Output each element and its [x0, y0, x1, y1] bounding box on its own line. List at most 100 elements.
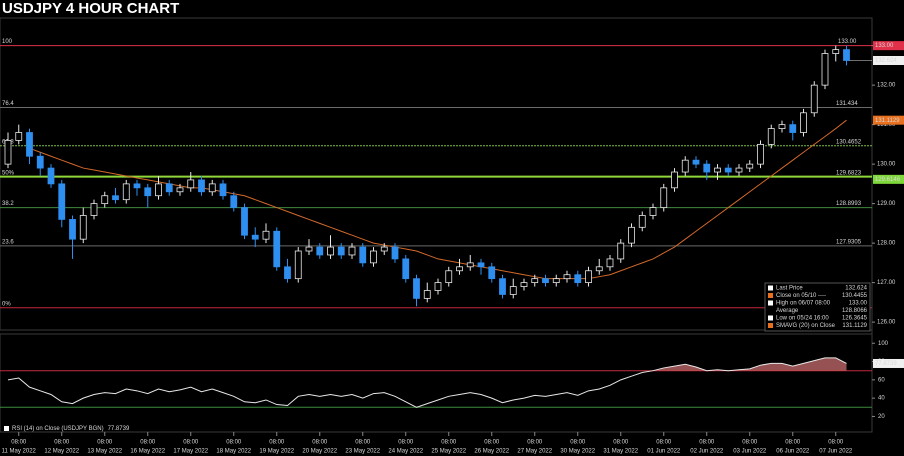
candle-body	[327, 246, 334, 256]
legend-label: Last Price	[776, 286, 803, 292]
level-name: 50%	[2, 170, 15, 176]
rsi-legend-swatch	[4, 426, 9, 431]
legend-swatch	[768, 300, 773, 306]
legend-label: Low on 05/24 16:00	[776, 316, 829, 322]
x-tick-time: 08:00	[570, 440, 586, 446]
candle-body	[69, 219, 76, 240]
candle-body	[26, 132, 33, 157]
candle-body	[251, 234, 259, 240]
candle-body	[832, 49, 840, 54]
candle-body	[187, 179, 195, 189]
legend-value: 131.1129	[842, 323, 867, 329]
candle-body	[520, 282, 528, 287]
x-tick-date: 30 May 2022	[560, 449, 595, 455]
candle-body	[628, 226, 635, 244]
x-tick-time: 08:00	[11, 440, 27, 446]
candle-body	[800, 112, 807, 133]
candle-body	[477, 262, 485, 268]
price-tag-label: 129.6146	[875, 177, 901, 183]
x-tick-date: 27 May 2022	[517, 449, 552, 455]
candle-body	[595, 266, 603, 272]
candle-body	[359, 246, 367, 264]
price-tag	[873, 115, 904, 125]
x-tick-date: 07 Jun 2022	[819, 449, 853, 455]
candle-body	[552, 278, 560, 284]
candle-body	[714, 167, 721, 173]
candle-body	[724, 167, 732, 173]
candle-body	[499, 278, 506, 295]
level-name: 76.4	[2, 101, 14, 107]
candle-body	[563, 274, 571, 280]
level-name: 23.6	[2, 239, 14, 245]
x-tick-date: 26 May 2022	[474, 449, 509, 455]
x-tick-time: 08:00	[699, 440, 715, 446]
candle-body	[843, 49, 850, 61]
x-tick-date: 12 May 2022	[44, 449, 79, 455]
candle-body	[638, 215, 646, 228]
legend-label: Close on 05/10 ----	[776, 293, 826, 299]
candle-body	[466, 262, 474, 268]
candle-body	[241, 207, 248, 236]
legend-swatch	[768, 293, 773, 298]
level-name: 100	[2, 39, 13, 45]
candle-body	[649, 207, 657, 216]
x-tick-time: 08:00	[226, 440, 242, 446]
y-tick-label: 131.00	[877, 122, 896, 128]
candle-body	[316, 246, 324, 256]
y-tick-label: 128.00	[877, 241, 896, 247]
candle-body	[15, 132, 23, 141]
x-tick-time: 08:00	[398, 440, 414, 446]
candle-body	[488, 266, 496, 280]
candle-body	[165, 183, 173, 193]
candle-body	[391, 246, 399, 260]
sma-line	[29, 119, 847, 280]
candle-body	[671, 171, 678, 189]
candle-body	[122, 183, 130, 201]
candle-body	[735, 167, 743, 173]
y-tick-label: 130.00	[877, 162, 896, 168]
x-tick-time: 08:00	[527, 440, 543, 446]
legend-swatch	[768, 323, 773, 328]
x-tick-date: 24 May 2022	[388, 449, 423, 455]
candle-body	[79, 215, 87, 240]
rsi-panel	[0, 333, 873, 433]
candle-body	[219, 183, 227, 197]
candle-body	[305, 246, 313, 252]
candle-body	[746, 163, 754, 169]
candle-body	[58, 183, 66, 220]
rsi-tag	[873, 358, 904, 368]
candle-body	[47, 167, 55, 185]
y-tick-label: 132.00	[877, 83, 896, 89]
candle-body	[36, 155, 44, 169]
y-tick-label: 127.00	[877, 280, 896, 286]
rsi-tick-label: 40	[878, 396, 885, 402]
x-tick-time: 08:00	[785, 440, 801, 446]
legend-label: High on 06/07 08:00	[776, 301, 831, 307]
x-tick-time: 08:00	[355, 440, 371, 446]
candle-body	[509, 286, 517, 295]
x-tick-date: 31 May 2022	[603, 449, 638, 455]
candle-body	[273, 230, 281, 268]
candle-body	[681, 159, 689, 173]
candle-body	[617, 242, 625, 260]
candle-body	[380, 246, 388, 252]
candle-body	[133, 183, 141, 189]
rsi-overbought-area	[653, 357, 847, 371]
legend-value: 133.00	[849, 301, 868, 307]
x-tick-time: 08:00	[97, 440, 113, 446]
candle-body	[542, 278, 549, 284]
rsi-legend-value: 77.8739	[108, 426, 130, 432]
rsi-tick-label: 100	[878, 341, 889, 347]
candle-body	[445, 270, 453, 284]
x-tick-date: 20 May 2022	[302, 449, 337, 455]
rsi-line	[7, 357, 847, 408]
price-tag-label: 133.00	[875, 43, 894, 49]
candle-body	[101, 195, 109, 205]
candle-body	[456, 266, 463, 272]
x-tick-time: 08:00	[828, 440, 844, 446]
candle-body	[778, 124, 786, 129]
candle-body	[402, 258, 410, 280]
candle-body	[810, 84, 818, 114]
level-value: 130.4652	[836, 139, 862, 145]
x-tick-date: 23 May 2022	[345, 449, 380, 455]
